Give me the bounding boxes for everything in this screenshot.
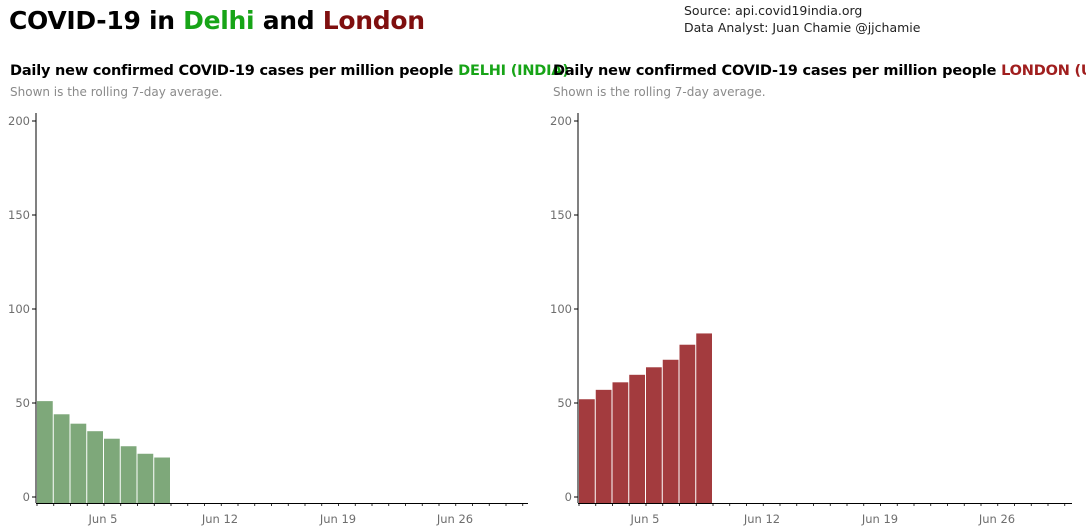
london-x-tick-label: Jun 12 (743, 512, 780, 526)
london-x-tick-label: Jun 19 (861, 512, 898, 526)
delhi-bar (87, 431, 103, 503)
delhi-chart-subtitle: Shown is the rolling 7-day average. (10, 85, 223, 99)
london-bar (612, 382, 629, 503)
london-y-tick-label: 200 (550, 114, 572, 128)
london-chart-title-text: Daily new confirmed COVID-19 cases per m… (553, 63, 1002, 79)
london-bar (662, 359, 679, 503)
delhi-bar (104, 438, 120, 503)
delhi-chart-title: Daily new confirmed COVID-19 cases per m… (10, 63, 569, 79)
page-title: COVID-19 in Delhi and London (9, 6, 425, 35)
london-y-tick-label: 150 (550, 208, 572, 222)
delhi-bar (137, 453, 154, 503)
analyst-line: Data Analyst: Juan Chamie @jjchamie (684, 20, 921, 35)
source-info: Source: api.covid19india.org Data Analys… (684, 2, 920, 36)
london-bar (579, 399, 595, 503)
title-and: and (254, 6, 323, 35)
title-prefix: COVID-19 in (9, 6, 184, 35)
london-bar (696, 333, 712, 503)
title-city-london: London (322, 6, 425, 35)
delhi-x-tick-label: Jun 26 (436, 512, 473, 526)
london-bar (646, 367, 662, 503)
delhi-y-tick-label: 0 (23, 490, 30, 504)
london-y-tick-label: 50 (557, 396, 572, 410)
source-line: Source: api.covid19india.org (684, 3, 863, 18)
london-x-tick-label: Jun 26 (978, 512, 1015, 526)
delhi-y-tick-label: 200 (8, 114, 30, 128)
delhi-x-tick-label: Jun 19 (319, 512, 356, 526)
delhi-chart-title-text: Daily new confirmed COVID-19 cases per m… (10, 63, 459, 79)
london-chart-title: Daily new confirmed COVID-19 cases per m… (553, 63, 1086, 79)
delhi-bar (37, 401, 53, 503)
delhi-y-tick-label: 150 (8, 208, 30, 222)
delhi-y-tick-label: 100 (8, 302, 30, 316)
london-y-tick-label: 100 (550, 302, 572, 316)
london-x-tick-label: Jun 5 (630, 512, 660, 526)
london-chart-place: LONDON (UK) (1001, 63, 1086, 79)
delhi-bar (70, 423, 87, 503)
delhi-y-tick-label: 50 (15, 396, 30, 410)
london-bar (679, 344, 696, 503)
delhi-chart-place: DELHI (INDIA) (458, 63, 569, 79)
london-y-tick-label: 0 (565, 490, 572, 504)
delhi-bar (53, 414, 70, 503)
london-bar (629, 374, 645, 503)
london-chart-subtitle: Shown is the rolling 7-day average. (553, 85, 766, 99)
delhi-x-tick-label: Jun 12 (201, 512, 238, 526)
delhi-x-tick-label: Jun 5 (88, 512, 118, 526)
london-bar (595, 389, 612, 503)
title-city-delhi: Delhi (183, 6, 255, 35)
delhi-bar (154, 457, 170, 503)
delhi-bar (120, 446, 137, 503)
